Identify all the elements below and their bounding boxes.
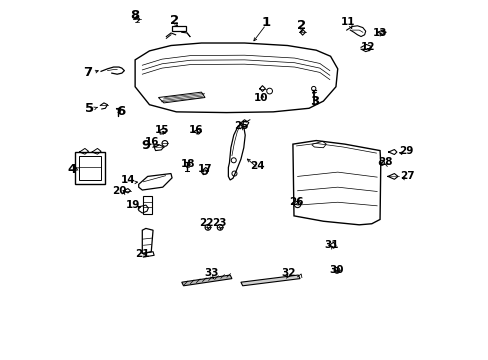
Text: 3: 3 [309, 95, 318, 108]
Text: 25: 25 [233, 121, 247, 131]
Polygon shape [182, 275, 231, 286]
Text: 15: 15 [155, 125, 169, 135]
Text: 16: 16 [188, 125, 203, 135]
Text: 20: 20 [111, 186, 126, 196]
Text: 21: 21 [135, 248, 149, 258]
Text: 17: 17 [197, 164, 212, 174]
Text: 18: 18 [181, 159, 195, 169]
Text: 12: 12 [360, 42, 375, 52]
Text: 1: 1 [261, 16, 270, 29]
Text: 10: 10 [254, 93, 268, 103]
Text: 5: 5 [85, 102, 94, 115]
Text: 26: 26 [289, 197, 303, 207]
Text: 13: 13 [372, 28, 386, 38]
Text: 27: 27 [400, 171, 414, 181]
Polygon shape [241, 275, 300, 286]
Text: 7: 7 [83, 66, 92, 79]
Text: 24: 24 [249, 161, 264, 171]
Text: 4: 4 [68, 163, 77, 176]
Text: 19: 19 [125, 200, 140, 210]
Text: 22: 22 [199, 218, 214, 228]
Text: 33: 33 [204, 268, 218, 278]
Text: 8: 8 [130, 9, 140, 22]
Text: 2: 2 [297, 19, 306, 32]
Text: 9: 9 [141, 139, 150, 152]
Text: 16: 16 [145, 138, 159, 147]
Text: 30: 30 [329, 265, 343, 275]
Text: 6: 6 [116, 105, 125, 118]
Text: 11: 11 [341, 17, 355, 27]
Text: 31: 31 [324, 239, 338, 249]
Text: 28: 28 [377, 157, 392, 167]
Text: 23: 23 [212, 218, 226, 228]
Text: 2: 2 [170, 14, 179, 27]
Text: 29: 29 [398, 146, 412, 156]
Text: 14: 14 [121, 175, 135, 185]
Text: 32: 32 [281, 268, 295, 278]
